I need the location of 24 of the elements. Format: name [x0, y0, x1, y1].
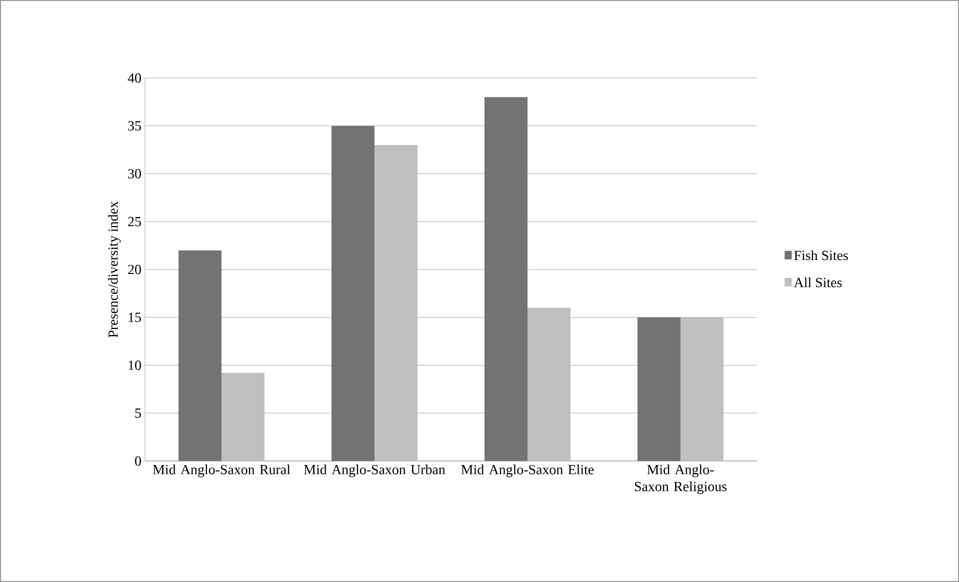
bar [484, 97, 528, 461]
x-tick-label: Mid Anglo-Saxon Religious [634, 464, 726, 494]
bar [374, 145, 418, 461]
bar [178, 250, 222, 461]
y-tick-label: 25 [128, 216, 141, 226]
y-tick-label: 15 [128, 312, 141, 322]
bar [528, 308, 571, 461]
y-tick-label: 30 [128, 169, 141, 178]
bar [638, 317, 681, 461]
y-tick-label: 10 [128, 360, 141, 370]
x-tick-label: Mid Anglo-Saxon Rural [152, 464, 290, 478]
y-tick-label: 40 [128, 73, 141, 83]
x-tick-label: Mid Anglo-Saxon Elite [461, 464, 594, 478]
legend-label: All Sites [794, 277, 842, 288]
y-tick-label: 5 [135, 408, 141, 418]
bar [680, 317, 724, 461]
x-tick-label: Mid Anglo-Saxon Urban [304, 464, 446, 478]
bar [332, 126, 375, 461]
y-tick-label: 20 [128, 264, 141, 274]
legend-label: Fish Sites [794, 250, 848, 260]
y-axis-title: Presence/diversity index [108, 201, 121, 338]
y-tick-label: 35 [128, 121, 141, 131]
bar [222, 372, 265, 461]
y-tick-label: 0 [135, 456, 141, 466]
